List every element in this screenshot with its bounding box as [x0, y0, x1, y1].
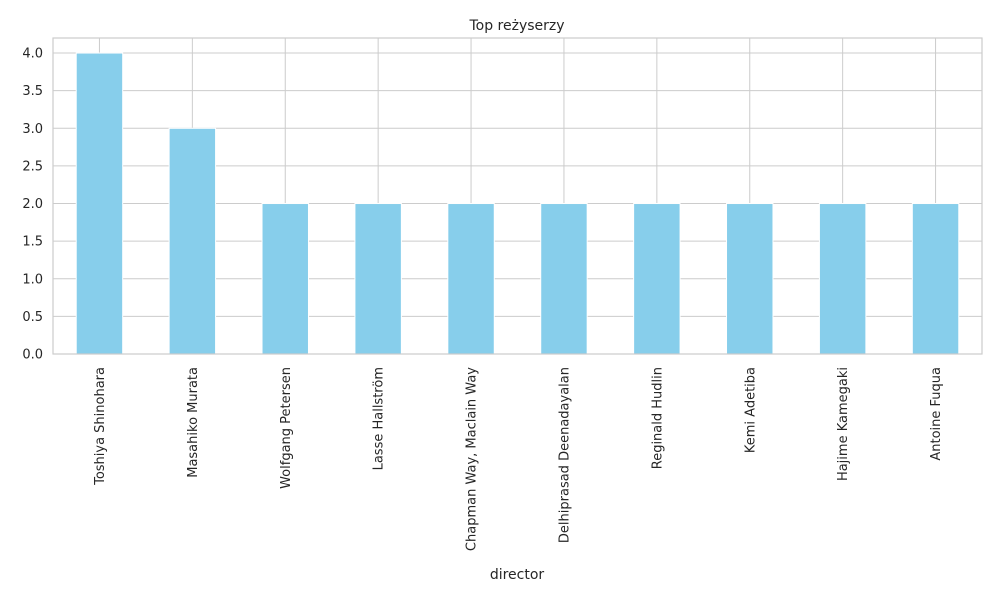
- y-tick-label: 0.5: [22, 310, 43, 325]
- x-tick-label: Hajime Kamegaki: [836, 367, 851, 481]
- y-tick-label: 1.0: [22, 272, 43, 287]
- bar: [911, 203, 960, 355]
- x-tick-label: Toshiya Shinohara: [93, 367, 108, 486]
- bars: [75, 52, 960, 355]
- bar: [726, 203, 774, 355]
- x-tick-label: Wolfgang Petersen: [279, 367, 294, 489]
- x-tick-label: Delhiprasad Deenadayalan: [557, 367, 572, 543]
- bar: [447, 203, 495, 355]
- x-tick-label: Masahiko Murata: [186, 367, 201, 478]
- x-axis-label: director: [490, 567, 545, 583]
- x-tick-label: Antoine Fuqua: [929, 367, 944, 461]
- y-tick-label: 1.5: [22, 235, 43, 250]
- y-tick-label: 0.0: [22, 348, 43, 363]
- bar: [540, 203, 588, 355]
- plot-frame: [52, 37, 983, 355]
- y-tick-labels: 0.0 0.5 1.0 1.5 2.0 2.5 3.0 3.5 4.0: [22, 47, 43, 363]
- bar: [633, 203, 681, 355]
- y-tick-label: 3.5: [22, 84, 43, 99]
- x-tick-label: Lasse Hallström: [372, 367, 387, 470]
- y-tick-label: 2.0: [22, 197, 43, 212]
- x-tick-label: Chapman Way, Maclain Way: [465, 367, 480, 551]
- y-tick-label: 3.0: [22, 122, 43, 137]
- bar: [354, 203, 402, 355]
- bar: [261, 203, 309, 355]
- bar: [818, 203, 867, 355]
- bar: [75, 52, 124, 355]
- axes: [52, 37, 983, 355]
- bar: [168, 127, 217, 355]
- x-tick-labels: Toshiya Shinohara Masahiko Murata Wolfgang…: [93, 367, 944, 551]
- chart-title: Top reżyserzy: [468, 18, 564, 34]
- y-tick-label: 2.5: [22, 159, 43, 174]
- x-tick-label: Kemi Adetiba: [743, 367, 758, 453]
- y-tick-label: 4.0: [22, 47, 43, 62]
- x-tick-label: Reginald Hudlin: [650, 367, 665, 469]
